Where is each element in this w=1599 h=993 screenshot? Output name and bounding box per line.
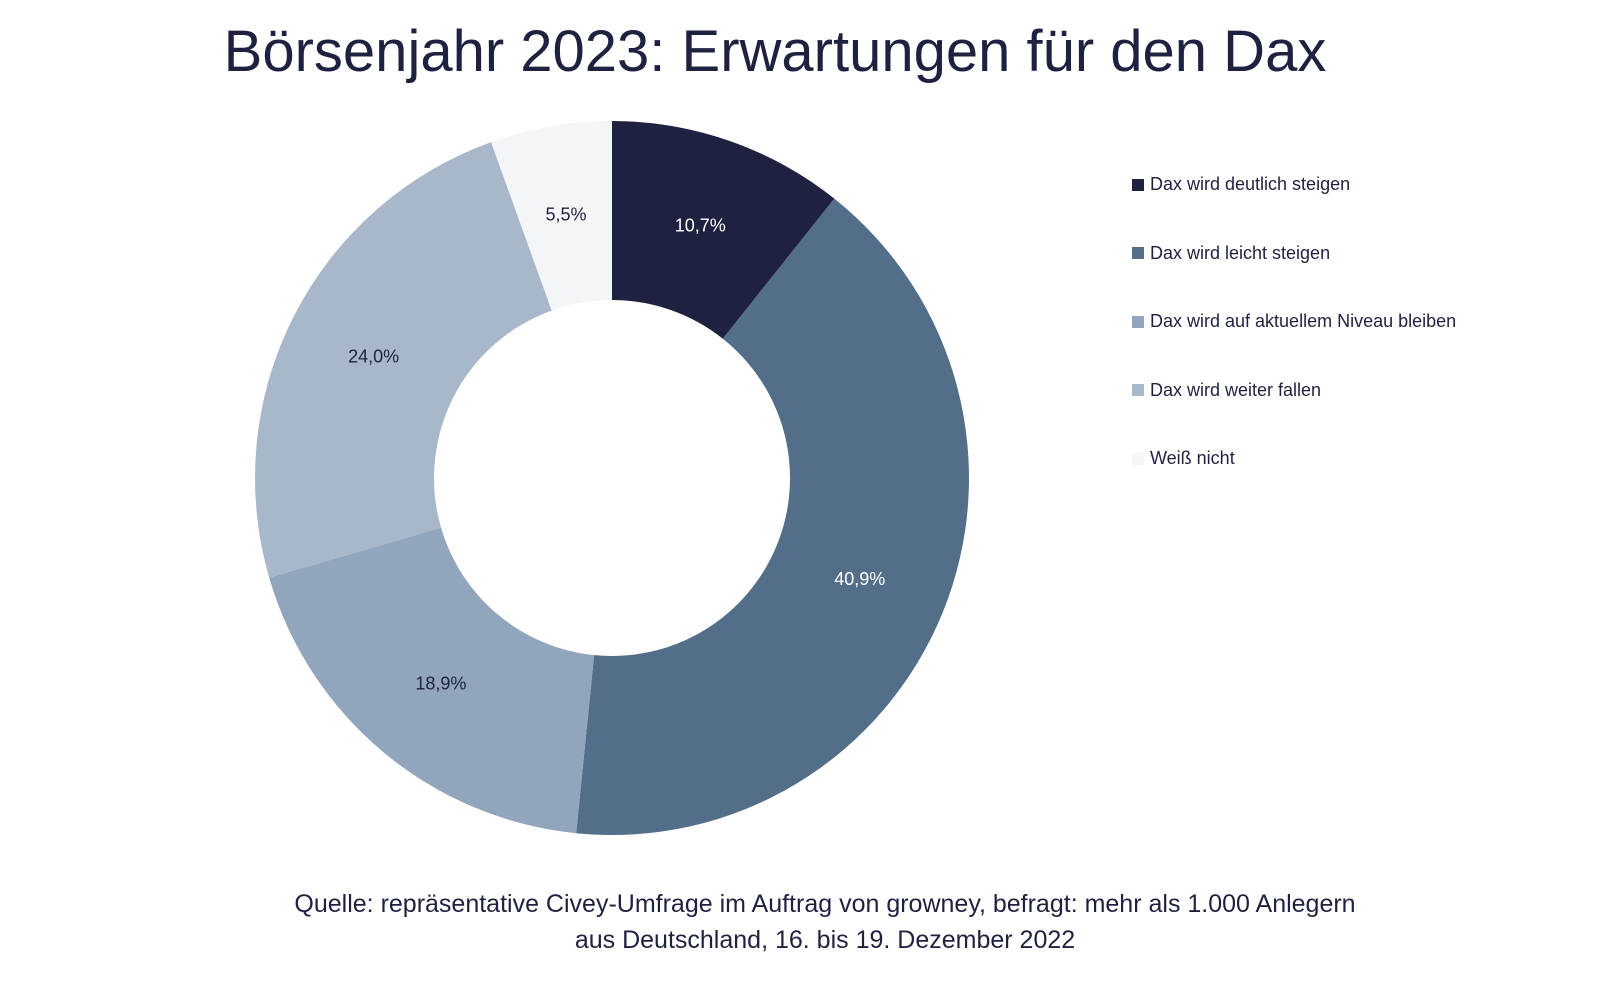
legend-swatch — [1132, 452, 1144, 465]
legend-item: Weiß nicht — [1132, 448, 1235, 469]
source-note: Quelle: repräsentative Civey-Umfrage im … — [0, 886, 1599, 958]
data-label: 18,9% — [415, 674, 466, 694]
legend-swatch — [1132, 315, 1144, 328]
legend-label: Dax wird weiter fallen — [1150, 379, 1322, 400]
legend-swatch — [1132, 384, 1144, 396]
legend-label: Weiß nicht — [1150, 448, 1235, 468]
donut-slice — [576, 198, 969, 835]
donut-slice — [254, 142, 552, 578]
legend-swatch — [1132, 247, 1144, 259]
donut-slice — [612, 121, 835, 339]
donut-slice — [269, 527, 595, 834]
legend-swatch — [1132, 178, 1144, 191]
source-line-2: aus Deutschland, 16. bis 19. Dezember 20… — [574, 926, 1076, 954]
source-line-1: Quelle: repräsentative Civey-Umfrage im … — [294, 890, 1356, 918]
legend-item: Dax wird auf aktuellem Niveau bleiben — [1132, 311, 1456, 332]
legend-item: Dax wird deutlich steigen — [1132, 174, 1350, 195]
data-label: 24,0% — [348, 347, 399, 367]
data-label: 10,7% — [675, 215, 726, 235]
donut-slice — [491, 121, 612, 311]
legend-label: Dax wird deutlich steigen — [1150, 174, 1351, 194]
data-label: 5,5% — [545, 204, 586, 224]
legend-item: Dax wird leicht steigen — [1132, 243, 1330, 264]
legend-item: Dax wird weiter fallen — [1132, 380, 1321, 401]
legend-label: Dax wird leicht steigen — [1150, 242, 1331, 263]
legend-label: Dax wird auf aktuellem Niveau bleiben — [1150, 311, 1457, 331]
chart-title: Börsenjahr 2023: Erwartungen für den Dax — [223, 19, 1327, 84]
data-label: 40,9% — [834, 569, 885, 589]
